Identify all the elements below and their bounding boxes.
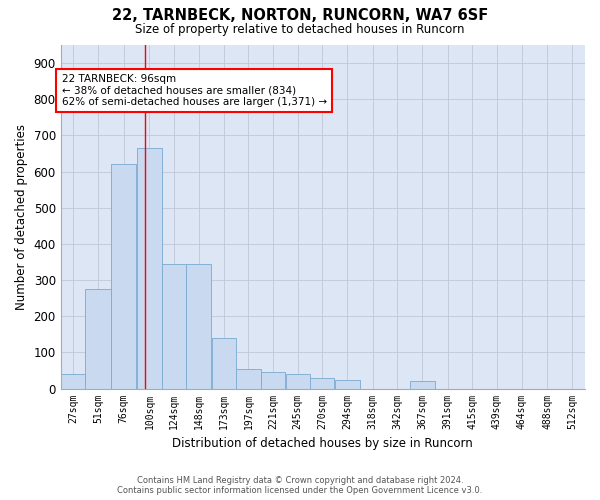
Text: Size of property relative to detached houses in Runcorn: Size of property relative to detached ho… — [135, 22, 465, 36]
Text: Contains HM Land Registry data © Crown copyright and database right 2024.
Contai: Contains HM Land Registry data © Crown c… — [118, 476, 482, 495]
Bar — [212, 338, 236, 388]
Bar — [186, 264, 211, 388]
Bar — [61, 374, 85, 388]
Bar — [261, 372, 285, 388]
Bar — [236, 368, 260, 388]
Text: 22, TARNBECK, NORTON, RUNCORN, WA7 6SF: 22, TARNBECK, NORTON, RUNCORN, WA7 6SF — [112, 8, 488, 22]
Bar — [137, 148, 162, 388]
Bar — [163, 264, 185, 388]
Bar — [286, 374, 310, 388]
Bar — [111, 164, 136, 388]
Bar — [85, 289, 111, 388]
Bar — [310, 378, 334, 388]
Bar — [335, 380, 360, 388]
Y-axis label: Number of detached properties: Number of detached properties — [15, 124, 28, 310]
X-axis label: Distribution of detached houses by size in Runcorn: Distribution of detached houses by size … — [172, 437, 473, 450]
Text: 22 TARNBECK: 96sqm
← 38% of detached houses are smaller (834)
62% of semi-detach: 22 TARNBECK: 96sqm ← 38% of detached hou… — [62, 74, 327, 107]
Bar — [410, 382, 435, 388]
